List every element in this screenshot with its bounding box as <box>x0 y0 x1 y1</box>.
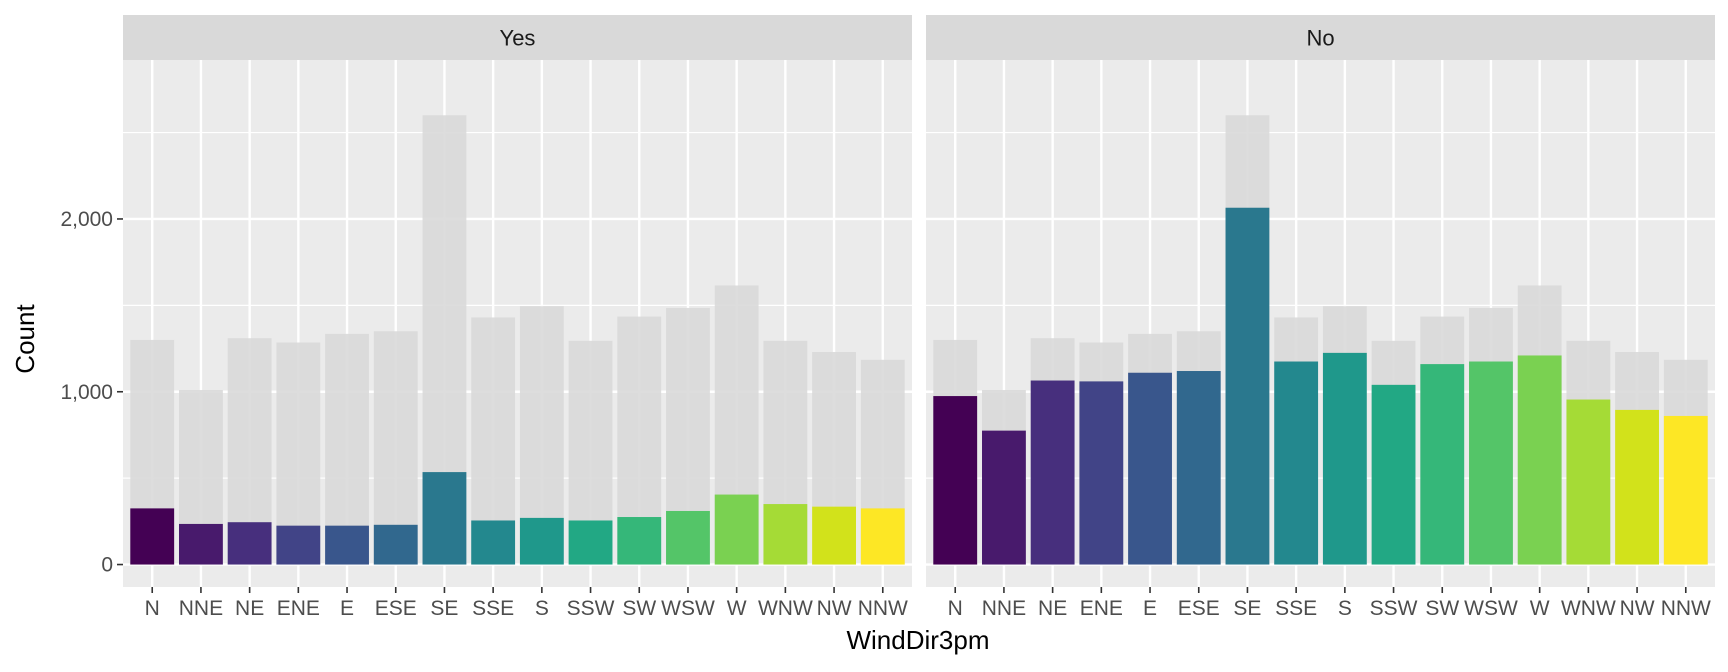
y-axis: 0 1,000 2,000 <box>60 208 123 577</box>
x-tick-label: ESE <box>1178 597 1220 620</box>
bar-ese <box>373 524 418 565</box>
bar-ene <box>1079 381 1124 565</box>
bar-nw <box>1615 409 1659 565</box>
x-tick-label: W <box>1530 597 1550 620</box>
bar-ne <box>227 522 272 565</box>
bar-s <box>519 517 564 565</box>
x-tick-label: E <box>340 597 354 620</box>
bar-se <box>1225 207 1270 565</box>
x-tick-label: NE <box>235 597 264 620</box>
x-tick-label: SSE <box>472 597 514 620</box>
bar-sse <box>1274 361 1319 565</box>
bar-ssw <box>568 520 613 565</box>
facet-panel-no: No N NNE NE ENE E ESE SE SSE S SSW SW WSW W WNW NW NNW <box>926 15 1715 620</box>
x-tick-label: SSW <box>1370 597 1418 620</box>
facet-strip-background <box>123 15 912 60</box>
y-tick-label: 1,000 <box>60 381 113 404</box>
bar-e <box>325 525 369 565</box>
bar-ene <box>276 525 321 565</box>
x-tick-label: WNW <box>758 597 813 620</box>
bar-wsw <box>1469 361 1513 565</box>
x-tick-label: ESE <box>375 597 417 620</box>
x-tick-label: WNW <box>1561 597 1616 620</box>
bar-w <box>714 494 759 565</box>
facet-strip-background <box>926 15 1715 60</box>
bar-wnw <box>763 504 808 565</box>
x-tick-label: N <box>145 597 160 620</box>
x-tick-label: N <box>948 597 963 620</box>
x-tick-label: WSW <box>661 597 715 620</box>
bar-n <box>130 508 175 565</box>
facet-strip-label: Yes <box>500 26 536 51</box>
x-tick-label: NNW <box>1661 597 1711 620</box>
x-tick-label: SW <box>1425 597 1459 620</box>
bar-sw <box>1420 364 1465 565</box>
bar-ne <box>1030 380 1075 565</box>
bar-e <box>1128 372 1172 565</box>
x-tick-label: SSW <box>567 597 615 620</box>
bar-w <box>1517 355 1562 565</box>
facet-strip-label: No <box>1306 26 1334 51</box>
y-axis-title: Count <box>10 304 40 374</box>
x-tick-label: ENE <box>1080 597 1123 620</box>
bar-se <box>422 472 467 565</box>
x-tick-label: ENE <box>277 597 320 620</box>
x-tick-label: SSE <box>1275 597 1317 620</box>
bar-sse <box>471 520 516 565</box>
y-tick-label: 2,000 <box>60 208 113 231</box>
x-tick-label: NW <box>817 597 852 620</box>
x-tick-label: W <box>727 597 747 620</box>
x-tick-label: NNW <box>858 597 908 620</box>
x-tick-label: SW <box>622 597 656 620</box>
x-tick-label: NNE <box>179 597 223 620</box>
x-tick-label: NE <box>1038 597 1067 620</box>
x-tick-label: S <box>1338 597 1352 620</box>
bar-nne <box>179 523 223 565</box>
bar-nnw <box>860 508 905 565</box>
x-tick-label: NNE <box>982 597 1026 620</box>
x-tick-label: E <box>1143 597 1157 620</box>
bar-nne <box>982 430 1026 565</box>
bar-nw <box>812 506 856 565</box>
x-tick-label: WSW <box>1464 597 1518 620</box>
facet-panel-yes: Yes N NNE NE ENE E ESE SE SSE S SSW SW WSW W WNW NW NNW <box>123 15 912 620</box>
bar-wsw <box>666 510 710 565</box>
x-tick-label: S <box>535 597 549 620</box>
bar-nnw <box>1663 415 1708 565</box>
bar-s <box>1322 352 1367 565</box>
x-tick-label: NW <box>1620 597 1655 620</box>
x-axis-title: WindDir3pm <box>846 625 989 655</box>
bar-wnw <box>1566 399 1611 565</box>
bar-n <box>933 396 978 565</box>
bar-ssw <box>1371 384 1416 565</box>
bar-ese <box>1176 371 1221 565</box>
bar-sw <box>617 517 662 565</box>
x-tick-label: SE <box>430 597 458 620</box>
x-tick-label: SE <box>1233 597 1261 620</box>
y-tick-label: 0 <box>101 554 113 577</box>
